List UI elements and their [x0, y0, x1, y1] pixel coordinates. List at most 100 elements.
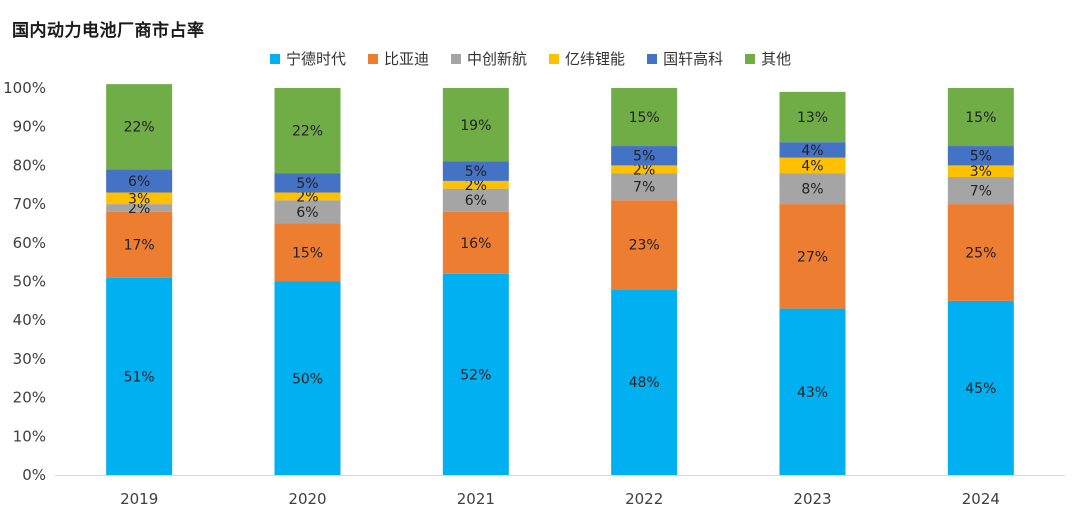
bar-segment [611, 165, 678, 174]
legend-label: 国轩高科 [663, 50, 724, 68]
legend-label: 中创新航 [467, 50, 528, 68]
chart-title: 国内动力电池厂商市占率 [12, 21, 205, 41]
data-label: 8% [801, 182, 823, 198]
data-label: 52% [460, 367, 491, 383]
bar-segment [442, 88, 509, 162]
data-label: 19% [460, 118, 491, 134]
data-label: 2% [633, 162, 655, 178]
data-label: 6% [465, 193, 487, 209]
data-label: 48% [629, 375, 660, 391]
bar-segment [947, 204, 1014, 301]
data-label: 23% [629, 238, 660, 254]
y-tick-label: 20% [13, 389, 46, 407]
y-tick-label: 50% [13, 273, 46, 291]
legend-swatch [745, 53, 756, 64]
bar-segment [274, 281, 341, 475]
bar-segment [274, 88, 341, 174]
bar-segment [611, 289, 678, 475]
bar-segment [779, 157, 846, 174]
legend-item: 亿纬锂能 [549, 48, 625, 69]
data-label: 5% [465, 164, 487, 180]
bar-segment [106, 192, 173, 205]
bar-segment [106, 277, 173, 475]
bar-segment [947, 177, 1014, 205]
bar-segment [611, 146, 678, 166]
data-label: 5% [296, 176, 318, 192]
bar-segment [442, 180, 509, 189]
bar-segment [442, 161, 509, 181]
bar-segment [779, 204, 846, 309]
bar-segment [274, 192, 341, 201]
legend-swatch [549, 53, 560, 64]
bar-segment [106, 211, 173, 278]
legend-swatch [647, 53, 658, 64]
bar-segment [274, 173, 341, 193]
legend: 宁德时代 比亚迪 中创新航 亿纬锂能 国轩高科 其他 [270, 48, 791, 69]
y-tick-label: 40% [13, 311, 46, 329]
x-tick-label: 2022 [625, 490, 663, 508]
data-label: 22% [292, 124, 323, 140]
data-label: 2% [465, 178, 487, 194]
legend-item: 国轩高科 [647, 48, 723, 69]
bar-segment [442, 273, 509, 475]
data-label: 7% [970, 184, 992, 200]
y-tick-label: 90% [13, 118, 46, 136]
bar-segment [106, 84, 173, 170]
data-label: 22% [124, 120, 155, 136]
data-label: 7% [633, 180, 655, 196]
bar-segment [947, 300, 1014, 475]
bar-segment [274, 200, 341, 224]
x-tick-label: 2019 [120, 490, 158, 508]
bar-segment [442, 188, 509, 212]
legend-item: 中创新航 [451, 48, 527, 69]
legend-item: 宁德时代 [270, 48, 346, 69]
bar-segment [442, 211, 509, 274]
data-label: 4% [801, 143, 823, 159]
y-tick-label: 60% [13, 234, 46, 252]
data-label: 15% [965, 110, 996, 126]
legend-label: 比亚迪 [384, 50, 430, 68]
data-label: 50% [292, 371, 323, 387]
data-label: 15% [629, 110, 660, 126]
bar-segment [106, 204, 173, 212]
legend-label: 宁德时代 [286, 50, 347, 68]
legend-label: 亿纬锂能 [565, 50, 626, 68]
y-tick-label: 100% [3, 79, 46, 97]
legend-item: 比亚迪 [368, 48, 429, 69]
x-tick-label: 2024 [962, 490, 1000, 508]
legend-item: 其他 [745, 48, 791, 69]
data-label: 45% [965, 381, 996, 397]
data-label: 2% [296, 189, 318, 205]
data-label: 17% [124, 238, 155, 254]
data-label: 4% [801, 158, 823, 174]
x-tick-label: 2021 [457, 490, 495, 508]
data-label: 25% [965, 245, 996, 261]
bar-segment [106, 169, 173, 193]
bar-segment [779, 91, 846, 143]
bar-segment [947, 146, 1014, 166]
bar-segment [611, 173, 678, 201]
bar-segment [611, 88, 678, 147]
y-tick-label: 70% [13, 195, 46, 213]
y-tick-label: 10% [13, 427, 46, 445]
data-label: 51% [124, 369, 155, 385]
data-label: 2% [128, 201, 150, 217]
bar-segment [947, 165, 1014, 178]
bar-segment [611, 200, 678, 290]
data-label: 3% [128, 191, 150, 207]
bar-segment [274, 223, 341, 282]
legend-swatch [368, 53, 379, 64]
bar-segment [779, 173, 846, 205]
data-label: 5% [970, 149, 992, 165]
data-label: 27% [797, 249, 828, 265]
x-tick-label: 2020 [288, 490, 326, 508]
data-label: 6% [296, 205, 318, 221]
y-tick-label: 80% [13, 156, 46, 174]
bar-segment [947, 88, 1014, 147]
legend-swatch [451, 53, 462, 64]
legend-label: 其他 [761, 50, 792, 68]
data-label: 16% [460, 236, 491, 252]
data-label: 5% [633, 149, 655, 165]
bar-segment [779, 142, 846, 158]
